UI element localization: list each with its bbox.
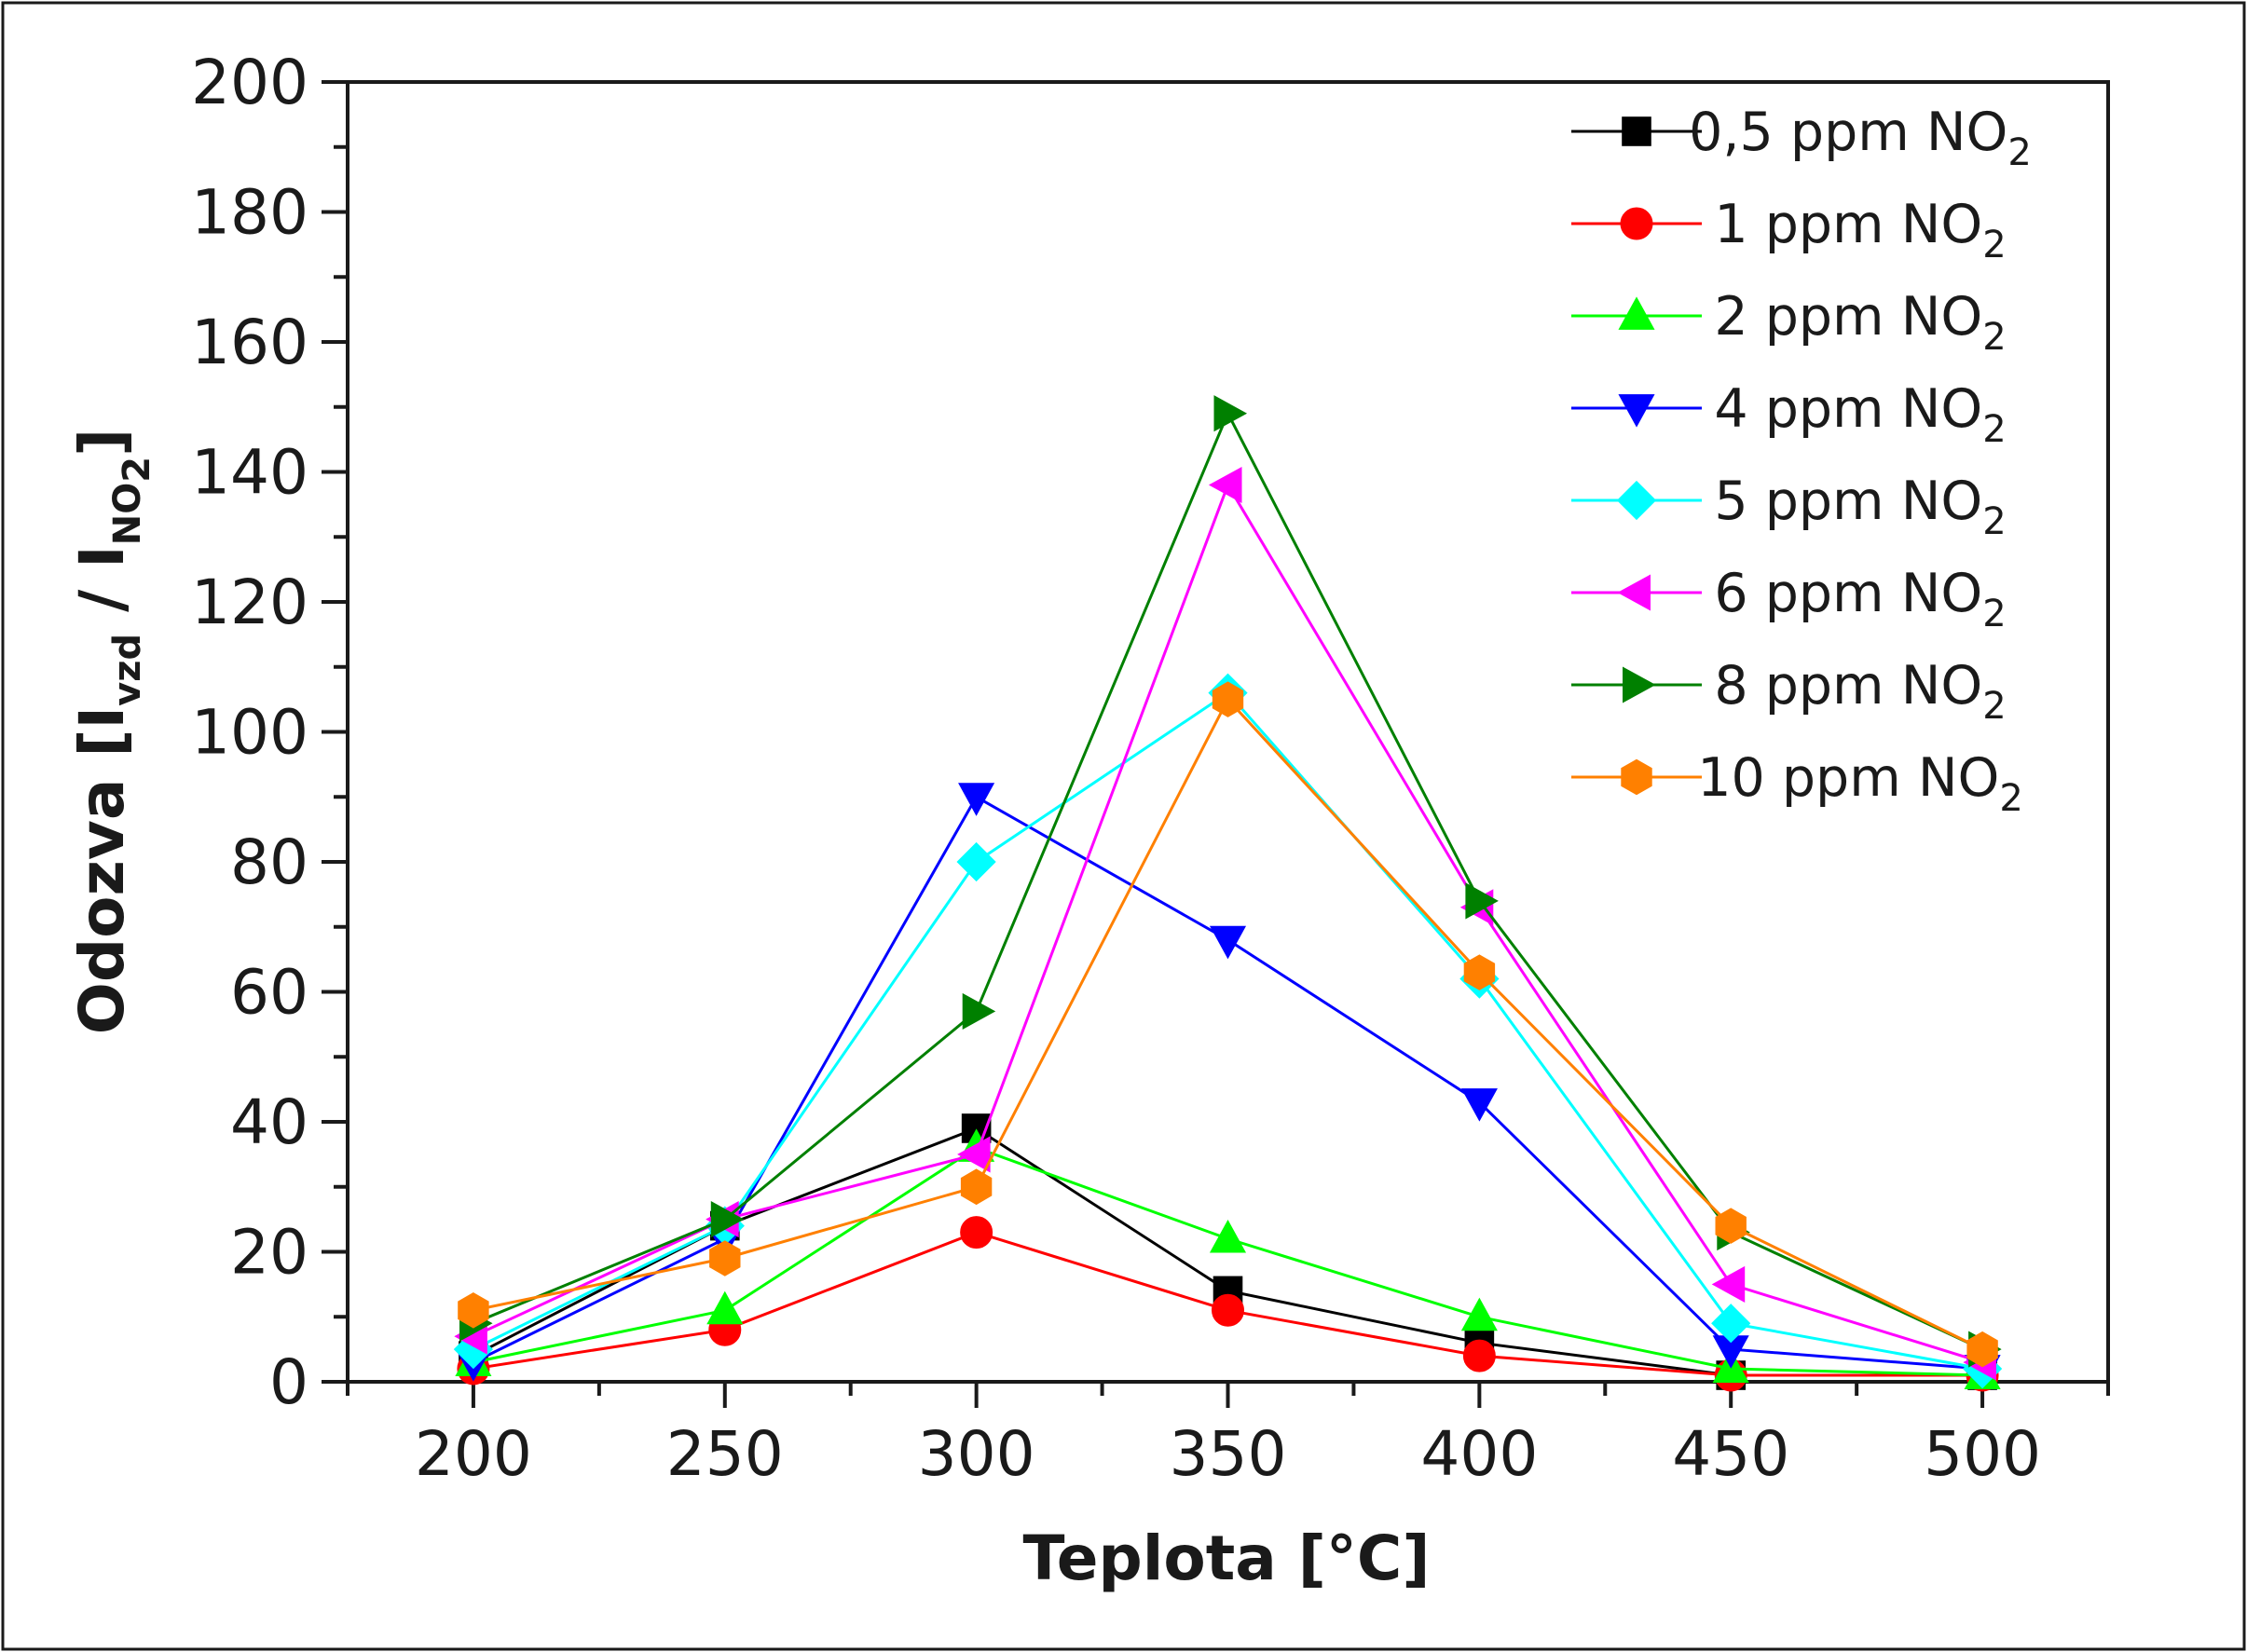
data-point-marker bbox=[458, 1292, 489, 1329]
data-point-marker bbox=[956, 841, 996, 882]
legend-label-main: 2 ppm NO bbox=[1714, 286, 1982, 348]
y-axis-title-prefix: Odozva [I bbox=[66, 706, 138, 1034]
data-point-marker bbox=[1966, 1331, 1998, 1368]
y-tick-label: 40 bbox=[230, 1086, 308, 1158]
data-point-marker bbox=[1212, 1293, 1244, 1327]
legend-item: 10 ppm NO2 bbox=[1571, 747, 2023, 820]
data-point-marker bbox=[1618, 296, 1655, 330]
legend-label-main: 10 ppm NO bbox=[1697, 747, 1999, 809]
data-point-marker bbox=[1620, 207, 1653, 240]
data-point-marker bbox=[960, 1216, 993, 1249]
legend-label-subscript: 2 bbox=[1982, 408, 2006, 451]
data-point-marker bbox=[1463, 954, 1496, 990]
legend-item: 2 ppm NO2 bbox=[1571, 286, 2007, 359]
x-axis: 200 250 300 350 400 450 500 bbox=[346, 1382, 2110, 1490]
data-point-marker bbox=[1616, 480, 1657, 521]
y-axis-title-sub1: vzd bbox=[106, 634, 149, 706]
x-tick-label: 200 bbox=[415, 1418, 532, 1490]
data-point-marker bbox=[1621, 758, 1652, 796]
legend-label-subscript: 2 bbox=[1982, 593, 2006, 635]
x-tick-label: 250 bbox=[666, 1418, 784, 1490]
legend-label-subscript: 2 bbox=[1982, 224, 2006, 266]
legend-label-main: 8 ppm NO bbox=[1714, 655, 1982, 717]
legend-item: 0,5 ppm NO2 bbox=[1571, 102, 2032, 174]
data-point-marker bbox=[958, 783, 995, 816]
legend-label: 8 ppm NO2 bbox=[1714, 655, 2006, 728]
legend-label-subscript: 2 bbox=[1982, 316, 2006, 359]
legend-item: 5 ppm NO2 bbox=[1571, 471, 2007, 543]
legend-label: 5 ppm NO2 bbox=[1714, 471, 2006, 543]
legend-item: 8 ppm NO2 bbox=[1571, 655, 2007, 728]
data-point-marker bbox=[1711, 1265, 1746, 1303]
x-tick-label: 300 bbox=[918, 1418, 1035, 1490]
legend-label-main: 0,5 ppm NO bbox=[1689, 102, 2007, 163]
legend-label: 10 ppm NO2 bbox=[1697, 747, 2023, 820]
legend-item: 1 ppm NO2 bbox=[1571, 194, 2007, 266]
y-tick-label: 120 bbox=[191, 567, 308, 638]
x-axis-title: Teplota [°C] bbox=[1022, 1522, 1430, 1594]
data-point-marker bbox=[710, 1201, 745, 1238]
data-point-marker bbox=[1715, 1208, 1747, 1244]
series-group bbox=[458, 681, 1998, 1368]
y-tick-label: 0 bbox=[269, 1346, 308, 1418]
legend-item: 6 ppm NO2 bbox=[1571, 563, 2007, 635]
legend-label: 6 ppm NO2 bbox=[1714, 563, 2006, 635]
x-tick-label: 500 bbox=[1924, 1418, 2041, 1490]
data-point-marker bbox=[962, 992, 996, 1030]
data-point-marker bbox=[1209, 1219, 1247, 1253]
data-point-marker bbox=[1617, 574, 1651, 611]
x-tick-label: 400 bbox=[1420, 1418, 1538, 1490]
legend-label: 4 ppm NO2 bbox=[1714, 378, 2006, 451]
data-point-marker bbox=[1623, 666, 1656, 703]
y-tick-label: 200 bbox=[191, 47, 308, 118]
legend-label-main: 4 ppm NO bbox=[1714, 378, 1982, 440]
legend-label-main: 5 ppm NO bbox=[1714, 471, 1982, 532]
data-point-marker bbox=[706, 1290, 744, 1325]
legend-label: 1 ppm NO2 bbox=[1714, 194, 2006, 266]
data-point-marker bbox=[1212, 681, 1244, 717]
legend-label-subscript: 2 bbox=[2007, 131, 2031, 174]
y-axis-title-suffix: ] bbox=[66, 429, 138, 457]
y-tick-label: 80 bbox=[230, 826, 308, 898]
x-tick-label: 450 bbox=[1672, 1418, 1789, 1490]
legend-label-main: 6 ppm NO bbox=[1714, 563, 1982, 624]
y-axis-title: Odozva [Ivzd / INO2] bbox=[66, 429, 158, 1035]
y-tick-label: 140 bbox=[191, 437, 308, 509]
legend-label-subscript: 2 bbox=[1982, 685, 2006, 728]
legend-label-subscript: 2 bbox=[1999, 777, 2022, 820]
data-point-marker bbox=[957, 1136, 991, 1173]
legend-label-main: 1 ppm NO bbox=[1714, 194, 1982, 255]
data-point-marker bbox=[1213, 395, 1248, 432]
series-layer bbox=[453, 395, 2003, 1392]
data-point-marker bbox=[1711, 1304, 1751, 1344]
data-point-marker bbox=[1460, 1088, 1498, 1122]
legend-label-subscript: 2 bbox=[1982, 500, 2006, 543]
data-point-marker bbox=[1209, 925, 1247, 960]
y-axis: 0 20 40 60 80 100 120 140 160 180 200 bbox=[191, 47, 348, 1418]
data-point-marker bbox=[709, 1240, 741, 1277]
y-axis-title-sub2: NO bbox=[106, 483, 149, 545]
data-point-marker bbox=[1460, 1297, 1498, 1331]
y-tick-label: 20 bbox=[230, 1217, 308, 1289]
legend-label: 0,5 ppm NO2 bbox=[1689, 102, 2032, 174]
y-tick-label: 160 bbox=[191, 307, 308, 378]
y-axis-title-sub2b: 2 bbox=[116, 457, 158, 483]
data-point-marker bbox=[1622, 116, 1651, 146]
y-axis-title-middle: / I bbox=[66, 545, 138, 634]
data-point-marker bbox=[1208, 466, 1242, 504]
x-tick-label: 350 bbox=[1170, 1418, 1287, 1490]
data-point-marker bbox=[1618, 394, 1655, 428]
y-tick-label: 60 bbox=[230, 957, 308, 1029]
legend-item: 4 ppm NO2 bbox=[1571, 378, 2007, 451]
data-point-marker bbox=[960, 1168, 993, 1206]
y-tick-label: 180 bbox=[191, 177, 308, 249]
data-point-marker bbox=[1462, 1339, 1496, 1372]
data-point-marker bbox=[1465, 882, 1499, 920]
legend-label: 2 ppm NO2 bbox=[1714, 286, 2006, 359]
y-tick-label: 100 bbox=[191, 697, 308, 769]
